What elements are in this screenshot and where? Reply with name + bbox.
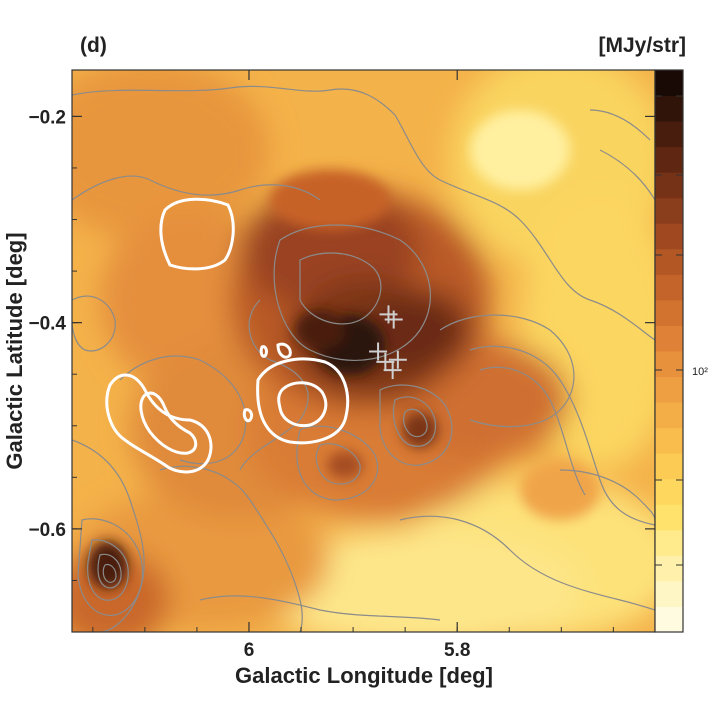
unit-label: [MJy/str] — [598, 34, 686, 57]
y-tick-label: −0.6 — [28, 520, 66, 541]
marker-group — [369, 305, 407, 380]
y-tick-label: −0.2 — [28, 107, 66, 128]
colorbar — [655, 70, 683, 633]
colorbar-segment — [655, 248, 683, 275]
colorbar-segment — [655, 274, 683, 301]
colorbar-segment — [655, 172, 683, 199]
colorbar-segment — [655, 555, 683, 582]
white-contours — [105, 197, 350, 474]
colorbar-segment — [655, 95, 683, 122]
y-axis-label: Galactic Latitude [deg] — [2, 232, 27, 469]
heatmap-image — [72, 70, 655, 632]
colorbar-segment — [655, 325, 683, 352]
colorbar-segment — [655, 402, 683, 429]
colorbar-segment — [655, 453, 683, 480]
colorbar-segment — [655, 580, 683, 607]
colorbar-segment — [655, 351, 683, 378]
colorbar-segment — [655, 529, 683, 556]
colorbar-ticks — [655, 95, 683, 566]
colorbar-segment — [655, 478, 683, 505]
colorbar-frame — [654, 69, 684, 633]
colorbar-segment — [655, 299, 683, 326]
colorbar-segment — [655, 121, 683, 148]
colorbar-segment — [655, 606, 683, 633]
source-marker — [388, 350, 407, 369]
source-marker — [383, 361, 402, 380]
x-tick-label: 6 — [244, 640, 255, 661]
gray-contours — [72, 85, 655, 632]
colorbar-segment — [655, 427, 683, 454]
y-axis: −0.2 −0.4 −0.6 — [28, 107, 655, 633]
panel-label: (d) — [80, 34, 107, 57]
source-marker — [369, 342, 388, 361]
colorbar-segment — [655, 70, 683, 97]
source-marker — [376, 352, 395, 371]
x-tick-label: 5.8 — [444, 640, 470, 661]
x-axis: 6 5.8 — [92, 70, 666, 661]
colorbar-segment — [655, 197, 683, 224]
colorbar-segment — [655, 146, 683, 173]
colorbar-segment — [655, 223, 683, 250]
x-axis-label: Galactic Longitude [deg] — [235, 663, 493, 688]
colorbar-tick-label: 10² — [692, 366, 708, 378]
y-tick-label: −0.4 — [28, 314, 66, 335]
source-marker — [384, 310, 403, 329]
colorbar-segment — [655, 376, 683, 403]
colorbar-segment — [655, 504, 683, 531]
